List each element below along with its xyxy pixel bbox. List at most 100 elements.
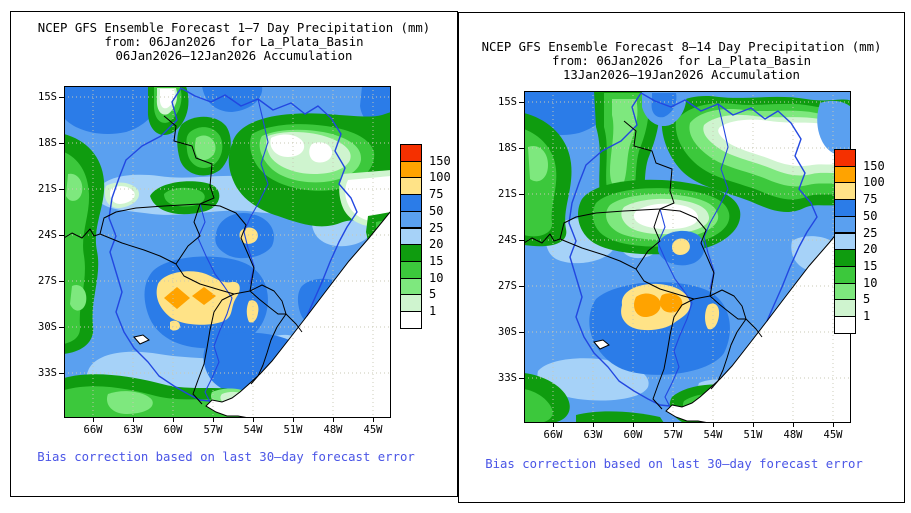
lon-tick xyxy=(553,423,554,427)
country-border xyxy=(659,208,715,297)
ocean-mask xyxy=(206,211,391,418)
lon-label: 54W xyxy=(703,429,723,441)
lon-tick xyxy=(253,418,254,422)
contour-g3 xyxy=(66,173,83,201)
country-border xyxy=(249,284,303,333)
lat-label: 21S xyxy=(38,183,57,195)
lat-label: 18S xyxy=(498,142,517,154)
colorbar-value: 1 xyxy=(429,304,437,318)
bias-caption-week1: Bias correction based on last 30–day for… xyxy=(37,450,415,464)
lon-label: 66W xyxy=(83,424,103,436)
lat-tick xyxy=(519,148,524,149)
lon-label: 63W xyxy=(583,429,603,441)
colorbar-value: 20 xyxy=(863,242,878,257)
contour-w xyxy=(159,89,175,109)
contour-db xyxy=(64,86,159,135)
coastline xyxy=(205,210,392,419)
colorbar-cell-r xyxy=(400,144,422,162)
precip-map-week1 xyxy=(63,86,392,419)
contour-db xyxy=(651,93,677,118)
colorbar-cell-o xyxy=(834,165,856,184)
colorbar-value: 50 xyxy=(429,203,444,218)
precip-map-week2 xyxy=(523,91,852,424)
colorbar-cell-g4 xyxy=(400,294,422,312)
lat-tick xyxy=(519,332,524,333)
lat-tick xyxy=(59,373,64,374)
contour-o xyxy=(659,293,683,313)
lon-label: 66W xyxy=(543,429,563,441)
country-border xyxy=(175,203,251,295)
lon-label: 51W xyxy=(743,429,763,441)
lon-label: 54W xyxy=(243,424,263,436)
country-border xyxy=(652,298,695,410)
colorbar-value: 5 xyxy=(429,287,437,302)
colorbar-value: 1 xyxy=(863,309,871,323)
contour-y xyxy=(705,303,720,330)
colorbar-value: 100 xyxy=(429,170,451,185)
contour-w xyxy=(633,203,698,230)
colorbar-cell-w xyxy=(400,311,422,329)
lat-tick xyxy=(59,143,64,144)
lat-label: 21S xyxy=(498,188,517,200)
colorbar-cell-g2 xyxy=(400,260,422,279)
colorbar-cell-w xyxy=(834,316,856,334)
colorbar-cell-mb xyxy=(834,215,856,234)
lat-tick xyxy=(519,240,524,241)
lon-label: 60W xyxy=(163,424,183,436)
lon-tick xyxy=(713,423,714,427)
colorbar-week1: 150 100 75 50 25 20 15 10 5 1 xyxy=(400,144,460,344)
contour-mb xyxy=(817,100,851,156)
river-line xyxy=(640,92,818,322)
contour-y xyxy=(671,238,690,255)
lon-tick xyxy=(133,418,134,422)
lon-label: 51W xyxy=(283,424,303,436)
lon-label: 45W xyxy=(363,424,383,436)
lon-tick xyxy=(173,418,174,422)
colorbar-value: 150 xyxy=(429,153,451,168)
river-line xyxy=(180,87,358,317)
colorbar-cell-db xyxy=(834,199,856,217)
colorbar-value: 150 xyxy=(863,158,885,173)
colorbar-cell-o xyxy=(400,160,422,179)
contour-g3 xyxy=(195,135,216,161)
country-border xyxy=(199,203,255,292)
country-border xyxy=(635,208,711,300)
country-border xyxy=(249,290,286,315)
contour-g3 xyxy=(528,145,548,182)
lat-label: 33S xyxy=(38,367,57,379)
panel-title-week1: NCEP GFS Ensemble Forecast 1–7 Day Preci… xyxy=(11,21,457,63)
ocean-mask xyxy=(666,216,851,423)
country-border xyxy=(192,293,235,405)
contour-g3 xyxy=(610,99,638,190)
colorbar-cell-g2 xyxy=(834,265,856,284)
contour-w xyxy=(718,119,851,167)
colorbar-value: 10 xyxy=(429,270,444,285)
colorbar-cell-g3 xyxy=(400,277,422,296)
lon-tick xyxy=(293,418,294,422)
country-border xyxy=(709,295,746,320)
lon-label: 48W xyxy=(323,424,343,436)
river-line xyxy=(197,203,233,403)
country-border xyxy=(559,238,637,270)
lat-tick xyxy=(59,327,64,328)
lat-label: 15S xyxy=(498,96,517,108)
contour-o xyxy=(192,287,216,305)
lat-tick xyxy=(59,189,64,190)
colorbar-value: 75 xyxy=(429,187,444,202)
panel-title-week2: NCEP GFS Ensemble Forecast 8–14 Day Prec… xyxy=(459,40,904,82)
colorbar-value: 20 xyxy=(429,237,444,252)
contour-g3 xyxy=(106,391,153,414)
lon-label: 60W xyxy=(623,429,643,441)
colorbar-cell-y xyxy=(400,177,422,196)
lon-label: 48W xyxy=(783,429,803,441)
colorbar-cell-y xyxy=(834,182,856,201)
lon-label: 57W xyxy=(663,429,683,441)
river-line xyxy=(657,208,693,408)
colorbar-value: 15 xyxy=(429,253,444,268)
lake-outline xyxy=(593,339,610,350)
contour-w xyxy=(270,134,305,157)
forecast-panel-week2: NCEP GFS Ensemble Forecast 8–14 Day Prec… xyxy=(458,12,905,503)
lat-tick xyxy=(519,286,524,287)
colorbar-cell-lb xyxy=(834,232,856,251)
